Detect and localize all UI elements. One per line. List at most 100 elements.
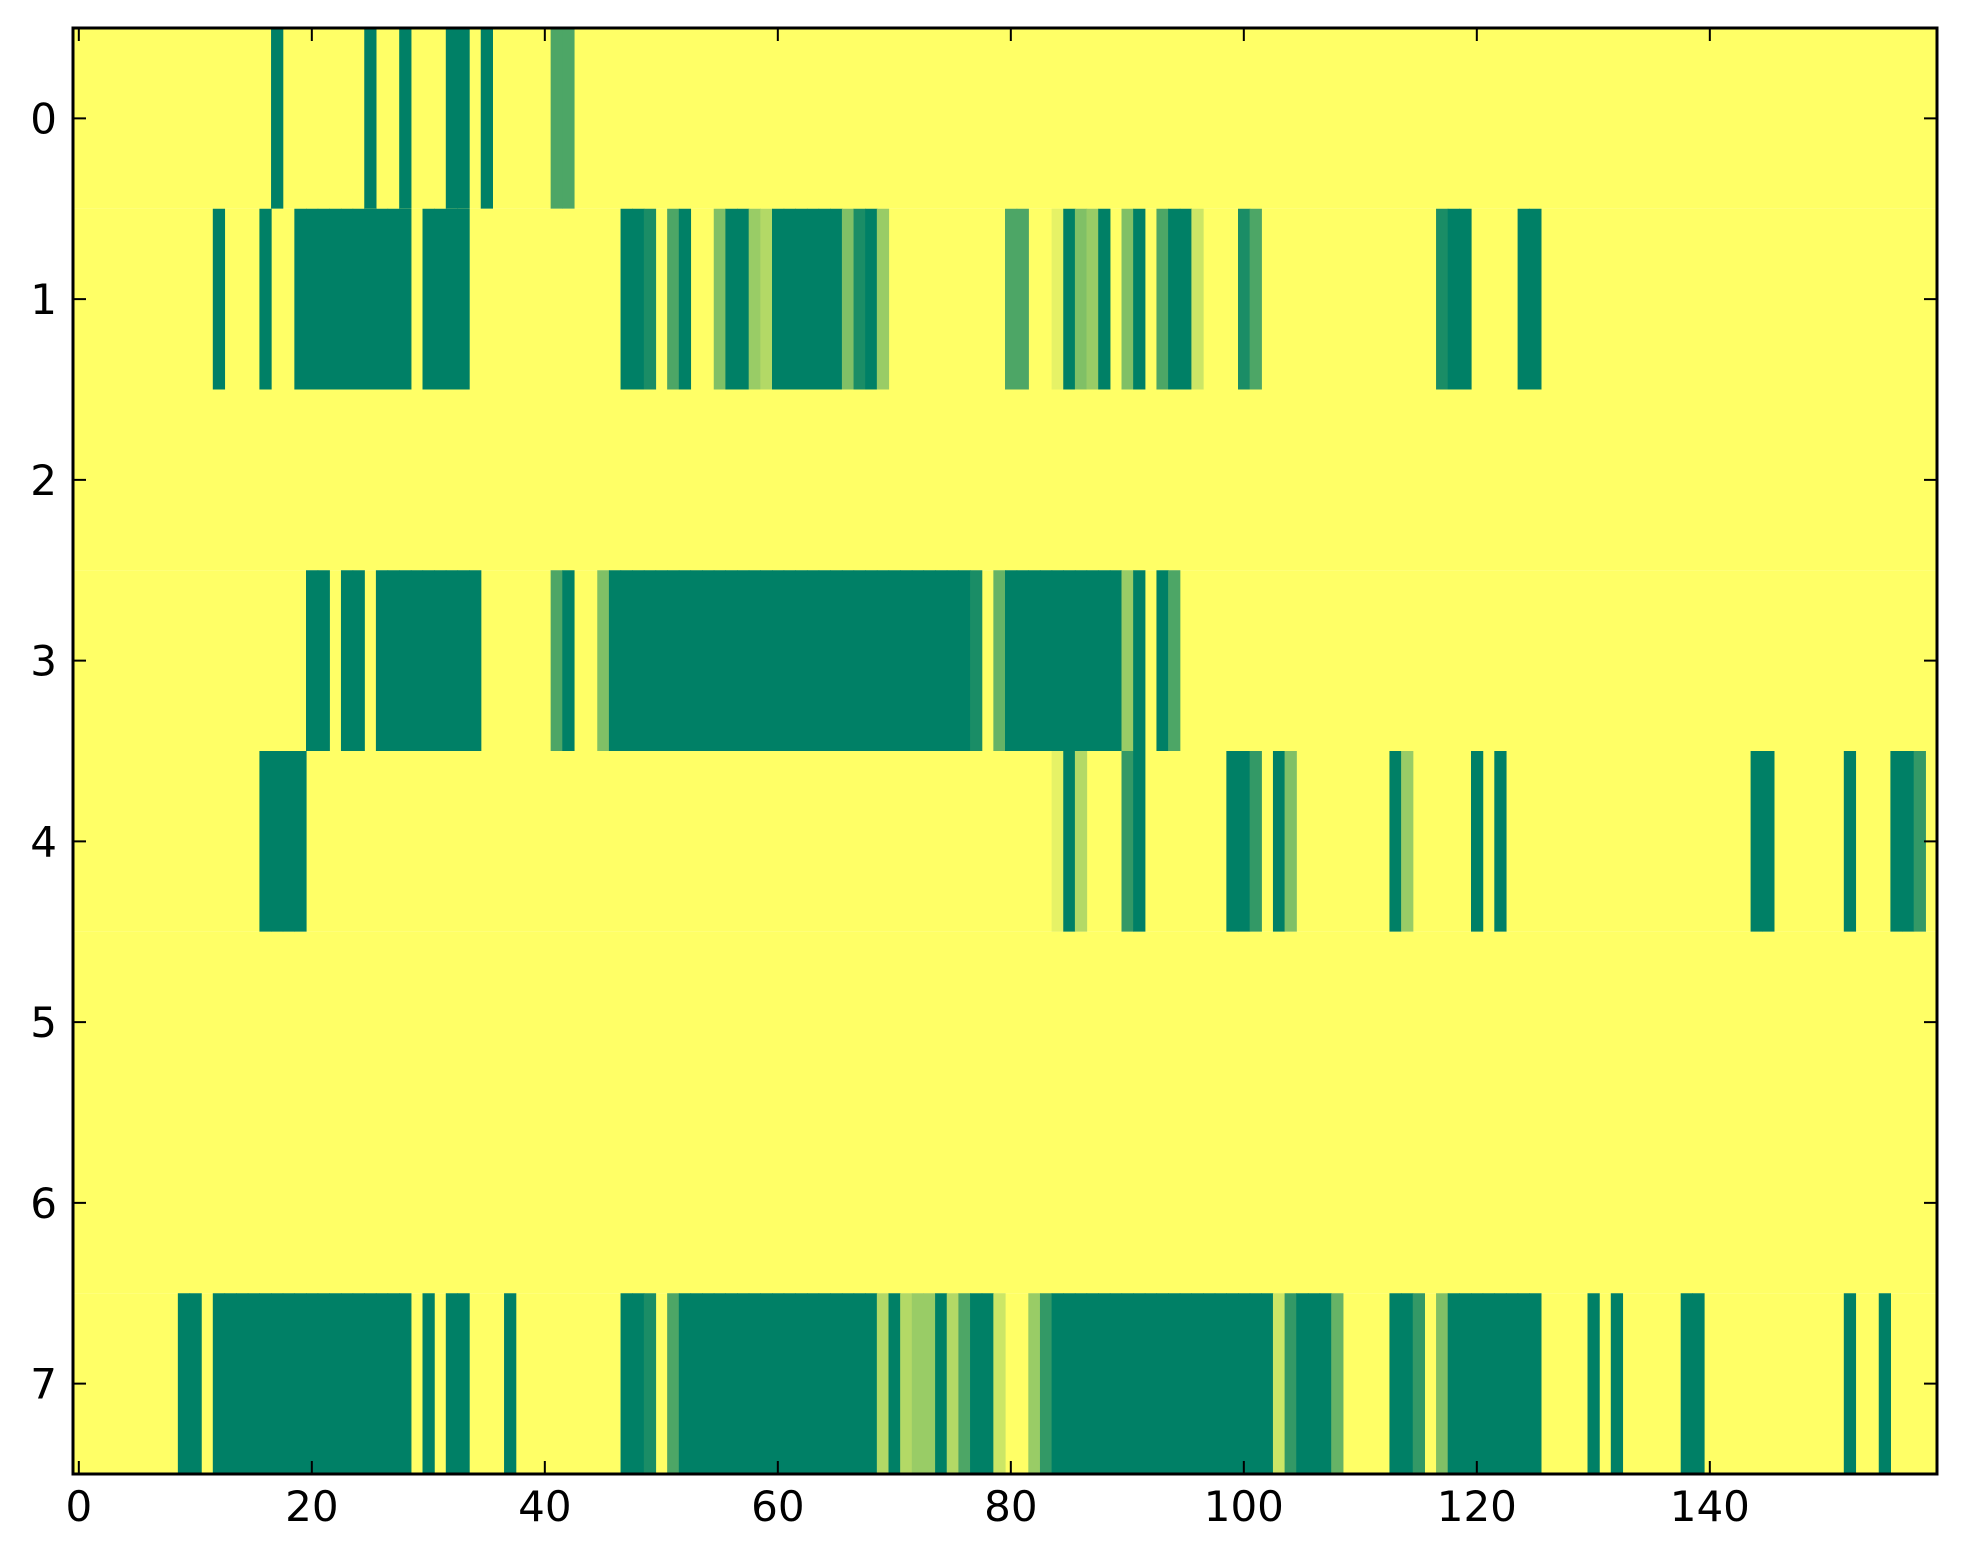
heatmap-cell-r7-c27 (387, 1293, 400, 1474)
heatmap-cell-r7-c95 (1179, 1293, 1192, 1474)
heatmap-cell-r7-c62 (795, 1293, 808, 1474)
heatmap-cell-r7-c24 (352, 1293, 365, 1474)
heatmap-cell-r1-c47 (620, 208, 633, 390)
heatmap-cell-r1-c28 (399, 208, 412, 390)
heatmap-cell-r1-c66 (841, 208, 855, 390)
heatmap-cell-r1-c55 (713, 208, 726, 390)
heatmap-cell-r7-c14 (236, 1293, 249, 1474)
heatmap-cell-r4-c17 (271, 751, 284, 932)
heatmap-cell-r4-c101 (1249, 751, 1262, 932)
heatmap-cell-r3-c74 (935, 570, 948, 751)
heatmap-cell-r0-c17 (271, 28, 284, 209)
heatmap-cell-r7-c103 (1272, 1293, 1286, 1474)
heatmap-cell-r7-c52 (678, 1293, 692, 1474)
y-tick-label-3: 3 (30, 637, 57, 686)
heatmap-cell-r7-c70 (888, 1293, 901, 1474)
x-tick-label-120: 120 (1437, 1482, 1517, 1531)
heatmap-cell-r1-c101 (1249, 208, 1262, 390)
heatmap-cell-r7-c152 (1843, 1293, 1857, 1474)
heatmap-cell-r1-c22 (329, 208, 342, 390)
heatmap-cell-r4-c16 (259, 751, 272, 932)
heatmap-cell-r4-c144 (1750, 751, 1763, 932)
heatmap-cell-r4-c114 (1401, 751, 1414, 932)
heatmap-cell-r3-c30 (422, 570, 435, 751)
heatmap-cell-r3-c63 (806, 570, 820, 751)
heatmap-cell-r7-c121 (1482, 1293, 1495, 1474)
heatmap-cell-r3-c90 (1121, 570, 1134, 751)
heatmap-cell-r7-c117 (1436, 1293, 1449, 1474)
heatmap-cell-r7-c72 (911, 1293, 925, 1474)
heatmap-cell-r3-c77 (970, 570, 983, 751)
heatmap-cell-r0-c41 (550, 28, 563, 209)
heatmap-cell-r3-c51 (667, 570, 680, 751)
heatmap-cell-r7-c53 (690, 1293, 703, 1474)
heatmap-cell-r1-c12 (212, 208, 226, 390)
heatmap-cell-r4-c84 (1051, 751, 1064, 932)
heatmap-cell-r4-c100 (1238, 751, 1251, 932)
heatmap-cell-r4-c85 (1063, 751, 1076, 932)
heatmap-cell-r7-c69 (876, 1293, 890, 1474)
heatmap-cell-r7-c130 (1587, 1293, 1600, 1474)
heatmap-cell-r3-c23 (340, 570, 354, 751)
heatmap-cell-r1-c52 (678, 208, 692, 390)
heatmap-cell-r7-c78 (981, 1293, 994, 1474)
x-tick-label-20: 20 (285, 1482, 338, 1531)
heatmap-row-0-background (73, 28, 1937, 209)
heatmap-cell-r3-c70 (888, 570, 901, 751)
y-tick-label-7: 7 (30, 1360, 57, 1409)
heatmap-cell-r3-c60 (772, 570, 785, 751)
heatmap-cell-r3-c32 (445, 570, 459, 751)
heatmap-cell-r7-c49 (643, 1293, 657, 1474)
y-tick-label-5: 5 (30, 998, 57, 1047)
heatmap-cell-r7-c122 (1494, 1293, 1507, 1474)
heatmap-cell-r3-c46 (608, 570, 622, 751)
heatmap-cell-r7-c65 (830, 1293, 843, 1474)
y-tick-label-0: 0 (30, 94, 57, 143)
heatmap-cell-r7-c101 (1249, 1293, 1262, 1474)
heatmap-cell-r7-c114 (1401, 1293, 1414, 1474)
heatmap-cell-r3-c71 (900, 570, 913, 751)
heatmap-cell-r3-c26 (375, 570, 389, 751)
heatmap-cell-r3-c69 (876, 570, 890, 751)
heatmap-cell-r3-c56 (725, 570, 738, 751)
heatmap-cell-r0-c32 (445, 28, 459, 209)
heatmap-cell-r7-c77 (970, 1293, 983, 1474)
heatmap-cell-r7-c124 (1517, 1293, 1530, 1474)
heatmap-cell-r3-c82 (1028, 570, 1041, 751)
heatmap-cell-r1-c91 (1133, 208, 1146, 390)
heatmap-cell-r4-c91 (1133, 751, 1146, 932)
axis-ticks (73, 28, 1937, 1474)
heatmap-cell-r3-c86 (1074, 570, 1088, 751)
heatmap-row-2-background (73, 389, 1937, 571)
heatmap-cell-r7-c120 (1471, 1293, 1484, 1474)
heatmap-cell-r1-c96 (1191, 208, 1204, 390)
heatmap-cell-r1-c58 (748, 208, 761, 390)
heatmap-cell-r1-c48 (632, 208, 645, 390)
heatmap-cell-r7-c82 (1028, 1293, 1041, 1474)
heatmap-cell-r3-c54 (702, 570, 715, 751)
heatmap-cell-r7-c25 (364, 1293, 377, 1474)
heatmap-cell-r1-c33 (457, 208, 470, 390)
heatmap-cell-r3-c24 (352, 570, 365, 751)
heatmap-cell-r3-c81 (1016, 570, 1029, 751)
heatmap-cell-r7-c132 (1610, 1293, 1624, 1474)
heatmap-cell-r7-c96 (1191, 1293, 1204, 1474)
heatmap-cell-r1-c119 (1459, 208, 1472, 390)
heatmap-cell-r7-c113 (1389, 1293, 1402, 1474)
heatmap-cell-r1-c32 (445, 208, 459, 390)
heatmap-cell-r7-c19 (294, 1293, 307, 1474)
heatmap-cell-r7-c66 (841, 1293, 855, 1474)
heatmap-cell-r7-c118 (1447, 1293, 1460, 1474)
plot-frame (71, 26, 1939, 1476)
heatmap-cell-r7-c99 (1226, 1293, 1239, 1474)
heatmap-cell-r1-c67 (853, 208, 866, 390)
heatmap-cell-r1-c90 (1121, 208, 1134, 390)
heatmap-cell-r3-c72 (911, 570, 925, 751)
heatmap-cell-r1-c16 (259, 208, 272, 390)
x-tick-label-40: 40 (518, 1482, 571, 1531)
heatmap-cell-r7-c90 (1121, 1293, 1134, 1474)
heatmap-cell-r7-c63 (806, 1293, 820, 1474)
heatmap-cell-r4-c158 (1913, 751, 1926, 932)
